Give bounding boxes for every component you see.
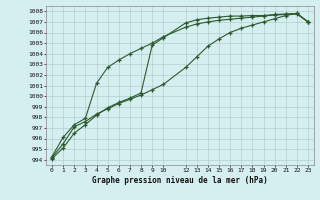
X-axis label: Graphe pression niveau de la mer (hPa): Graphe pression niveau de la mer (hPa) <box>92 176 268 185</box>
